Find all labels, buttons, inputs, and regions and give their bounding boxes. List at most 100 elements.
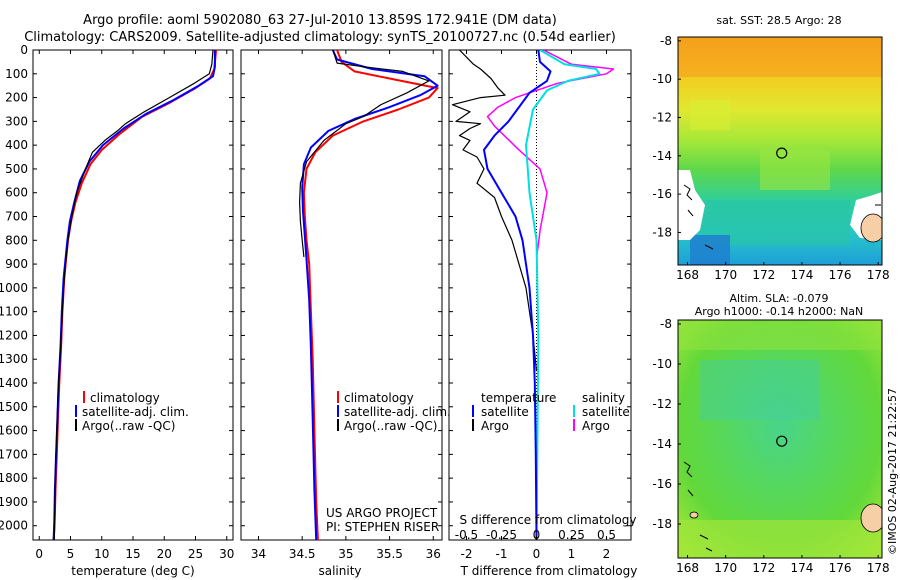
- depth-tick-label: 700: [5, 210, 28, 224]
- temperature-plot-area: [52, 50, 218, 540]
- latitude-tick-label: -16: [652, 187, 672, 201]
- sla-high-band: [678, 520, 882, 558]
- pi-annotation: PI: STEPHEN RISER: [326, 520, 439, 534]
- legend-label-argo: Argo(..raw -QC): [82, 419, 175, 433]
- longitude-tick-label: 178: [867, 561, 890, 575]
- depth-tick-label: 1800: [0, 471, 28, 485]
- legend-label-argo: Argo(..raw -QC): [344, 419, 437, 433]
- island-land: [860, 503, 882, 533]
- latitude-tick-label: -14: [652, 149, 672, 163]
- t-difference-axis-ticks: -2 -1 0 1 2: [461, 50, 610, 561]
- latitude-tick-label: -8: [660, 317, 672, 331]
- sst-patch: [690, 100, 730, 130]
- depth-tick-label: 1100: [0, 305, 28, 319]
- legend-title-salinity: salinity: [582, 391, 625, 405]
- s-difference-axis-ticks: -0.5 -0.25 0 0.25 0.5: [455, 528, 616, 542]
- island-coastline: [683, 461, 713, 552]
- legend-label-satellite: satellite-adj. clim.: [344, 405, 451, 419]
- temperature-tick-label: 10: [94, 547, 109, 561]
- legend-title-temperature: temperature: [481, 391, 556, 405]
- depth-tick-label: 2000: [0, 519, 28, 533]
- latitude-tick-label: -16: [652, 477, 672, 491]
- salinity-tick-label: 36: [426, 547, 441, 561]
- temperature-axis-label: temperature (deg C): [71, 564, 194, 578]
- t-difference-tick-label: -1: [496, 547, 508, 561]
- legend-label-t-satellite: satellite: [481, 405, 529, 419]
- longitude-tick-label: 170: [714, 561, 737, 575]
- temperature-legend: climatology satellite-adj. clim. Argo(..…: [75, 391, 189, 433]
- salinity-tick-label: 34: [251, 547, 266, 561]
- sla-map-title-line-1: Altim. SLA: -0.079: [729, 292, 828, 305]
- longitude-tick-label: 174: [790, 561, 813, 575]
- salinity-satellite-line: [301, 50, 439, 540]
- longitude-tick-label: 176: [829, 268, 852, 282]
- depth-tick-label: 1600: [0, 424, 28, 438]
- sst-warm-band: [678, 37, 882, 77]
- salinity-axis-label: salinity: [318, 564, 361, 578]
- temperature-argo-line: [53, 50, 214, 540]
- temperature-tick-label: 20: [157, 547, 172, 561]
- depth-tick-label: 1000: [0, 281, 28, 295]
- sla-map-title-line-2: Argo h1000: -0.14 h2000: NaN: [695, 305, 864, 318]
- salinity-tick-label: 35: [338, 547, 353, 561]
- depth-tick-label: 1300: [0, 352, 28, 366]
- project-annotation: US ARGO PROJECT: [326, 506, 438, 520]
- longitude-tick-label: 172: [752, 561, 775, 575]
- temperature-tick-label: 0: [35, 547, 43, 561]
- depth-tick-label: 100: [5, 67, 28, 81]
- legend-label-s-satellite: satellite: [582, 405, 630, 419]
- latitude-tick-label: -18: [652, 225, 672, 239]
- island-coastline: [683, 184, 714, 250]
- latitude-tick-label: -12: [652, 110, 672, 124]
- sst-map: [678, 37, 882, 265]
- depth-tick-label: 200: [5, 91, 28, 105]
- plot-title-line-2: Climatology: CARS2009. Satellite-adjuste…: [24, 30, 616, 45]
- salinity-panel-frame: [240, 49, 443, 541]
- longitude-tick-label: 174: [790, 268, 813, 282]
- salinity-argo-line: [299, 50, 430, 257]
- temperature-tick-label: 5: [67, 547, 75, 561]
- longitude-tick-label: 172: [752, 268, 775, 282]
- salinity-tick-label: 35.5: [376, 547, 403, 561]
- depth-tick-label: 0: [20, 43, 28, 57]
- longitude-tick-label: 176: [829, 561, 852, 575]
- t-difference-tick-label: 0: [533, 547, 541, 561]
- sst-map-title: sat. SST: 28.5 Argo: 28: [716, 14, 841, 27]
- t-difference-tick-label: -2: [461, 547, 473, 561]
- depth-tick-label: 900: [5, 257, 28, 271]
- longitude-tick-label: 170: [714, 268, 737, 282]
- sla-high-band: [678, 320, 882, 350]
- sst-map-ticks: 168 170 172 174 176 178 -8 -10 -12 -14 -16 -18: [652, 34, 889, 282]
- latitude-tick-label: -8: [660, 34, 672, 48]
- s-difference-tick-label: 0.5: [597, 528, 616, 542]
- temperature-tick-label: 30: [219, 547, 234, 561]
- depth-tick-label: 600: [5, 186, 28, 200]
- salinity-tick-label: 34.5: [289, 547, 316, 561]
- difference-plot-area: [451, 50, 615, 540]
- salinity-diff-argo-line: [486, 50, 615, 258]
- temperature-climatology-line: [52, 50, 218, 540]
- s-difference-axis-label: S difference from climatology: [460, 513, 637, 527]
- depth-tick-label: 1500: [0, 400, 28, 414]
- legend-label-satellite: satellite-adj. clim.: [82, 405, 189, 419]
- temperature-diff-satellite-line: [483, 50, 552, 540]
- island-land: [860, 213, 882, 243]
- sla-map-ticks: 168 170 172 174 176 178 -8 -10 -12 -14 -16 -18: [652, 317, 889, 575]
- sla-field: [678, 320, 882, 558]
- s-difference-tick-label: -0.5: [455, 528, 478, 542]
- latitude-tick-label: -18: [652, 517, 672, 531]
- temperature-tick-label: 25: [188, 547, 203, 561]
- temperature-axis-ticks: 0 5 10 15 20 25 30: [35, 50, 234, 561]
- depth-axis-ticks: 0 100 200 300 400 500 600 700 800 900 1000 1100 1200…: [0, 43, 631, 533]
- depth-tick-label: 500: [5, 162, 28, 176]
- sla-map: [678, 320, 882, 558]
- latitude-tick-label: -10: [652, 357, 672, 371]
- salinity-diff-satellite-line: [525, 50, 601, 540]
- legend-label-s-argo: Argo: [582, 419, 610, 433]
- difference-legend: temperature salinity satellite Argo sate…: [472, 391, 630, 433]
- sla-map-frame: [677, 319, 883, 559]
- depth-tick-label: 800: [5, 233, 28, 247]
- latitude-tick-label: -14: [652, 437, 672, 451]
- depth-tick-label: 1900: [0, 495, 28, 509]
